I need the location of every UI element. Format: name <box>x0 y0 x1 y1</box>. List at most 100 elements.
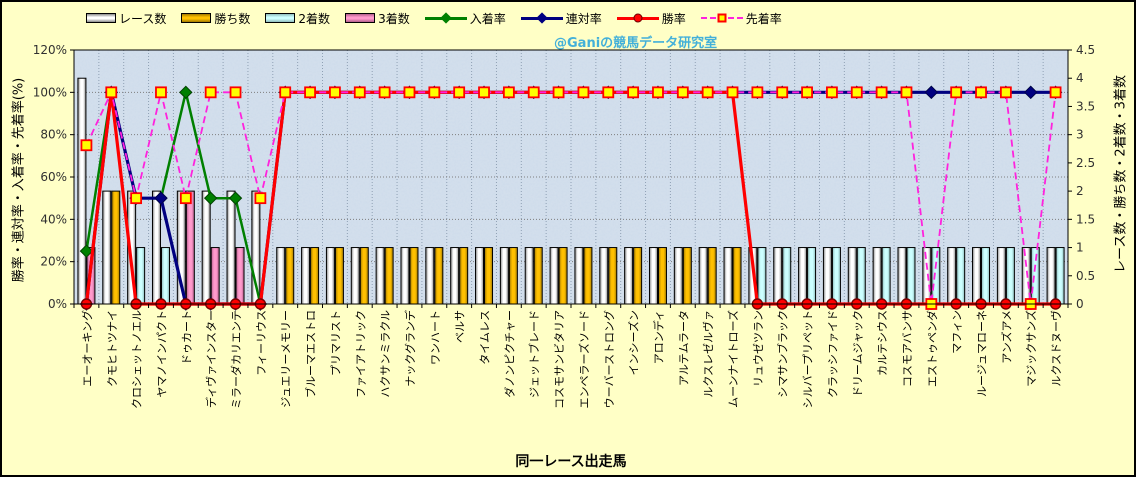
bar-races <box>897 247 907 305</box>
marker-先着率 <box>652 86 664 99</box>
bar-勝ち数 <box>657 247 667 305</box>
bar-races <box>425 247 435 305</box>
marker-先着率 <box>329 86 341 99</box>
marker-先着率 <box>726 86 739 99</box>
right-tick-label: 0 <box>1076 297 1084 311</box>
marker-先着率 <box>155 86 167 99</box>
legend-label: レース数 <box>119 11 167 26</box>
marker-先着率 <box>875 86 888 99</box>
x-axis-label: ハクサンミラクル <box>379 310 392 398</box>
x-axis-label: ムーンナイトローズ <box>726 310 740 408</box>
bar-勝ち数 <box>111 190 121 305</box>
marker-先着率 <box>403 86 416 99</box>
x-axis-label: カルテシウス <box>876 310 889 376</box>
bar-勝ち数 <box>608 247 618 305</box>
x-axis-label: ナックグランデ <box>403 310 417 387</box>
bar-races <box>499 247 509 305</box>
x-axis-label: マジックサンズ <box>1024 310 1038 387</box>
x-axis-label: アロンディ <box>651 310 665 364</box>
legend-label: 入着率 <box>469 11 506 26</box>
bar-races <box>822 247 832 305</box>
legend-item-0: レース数 <box>86 10 166 27</box>
bar-races <box>375 247 385 305</box>
bar-races <box>922 247 932 305</box>
x-axis-label: ディヴァインスター <box>204 310 218 408</box>
bar-勝ち数 <box>310 247 320 305</box>
bar-races <box>1046 247 1056 305</box>
bar-勝ち数 <box>484 247 494 305</box>
bar-勝ち数 <box>732 247 742 305</box>
left-tick-label: 100% <box>33 85 67 99</box>
bar-2着数 <box>757 247 767 305</box>
legend-item-5: 連対率 <box>520 10 602 27</box>
left-tick-label: 40% <box>40 212 67 226</box>
bar-勝ち数 <box>409 247 419 305</box>
bar-races <box>325 247 335 305</box>
marker-先着率 <box>577 86 590 99</box>
marker-連対率 <box>1024 85 1038 100</box>
x-axis-label: クロシェットノエル <box>131 310 144 409</box>
right-tick-label: 2.5 <box>1076 156 1095 170</box>
x-axis-label: ジュエリーメモリー <box>280 310 293 408</box>
marker-先着率 <box>627 86 640 99</box>
x-axis-label: ルージュマローネ <box>976 310 989 397</box>
bar-2着数 <box>1005 247 1015 305</box>
x-axis-label: シマサンブラック <box>776 310 790 398</box>
bar-勝ち数 <box>533 247 543 305</box>
right-tick-label: 4.5 <box>1076 43 1095 57</box>
legend-label: 2着数 <box>298 11 331 26</box>
bar-2着数 <box>160 247 170 305</box>
x-axis-label: インシーズン <box>627 310 641 375</box>
legend-item-6: 勝率 <box>616 10 686 27</box>
x-axis-label: ブルーマエストロ <box>304 310 318 398</box>
bar-2着数 <box>1055 247 1065 305</box>
legend-line-swatch <box>700 12 743 24</box>
bar-races <box>673 247 683 305</box>
marker-先着率 <box>900 86 913 99</box>
marker-先着率 <box>950 86 963 99</box>
bar-races <box>301 247 311 305</box>
legend-item-2: 2着数 <box>265 10 330 27</box>
left-axis-title: 勝率・連対率・入着率・先着率(%) <box>11 77 27 283</box>
x-axis-label: ミラーダカリエンテ <box>229 310 243 409</box>
marker-先着率 <box>527 86 540 99</box>
x-axis-label: アルテムラータ <box>677 310 690 386</box>
marker-先着率 <box>478 86 490 99</box>
x-axis-label: ワンハート <box>429 310 442 365</box>
marker-先着率 <box>502 86 515 99</box>
bar-races <box>872 247 882 305</box>
x-axis-label: ウーバーストロング <box>602 310 616 408</box>
x-axis-label: ドリームジャック <box>851 310 864 397</box>
x-axis-label: クラッシファイド <box>826 310 839 398</box>
marker-先着率 <box>428 86 441 99</box>
marker-先着率 <box>751 86 764 99</box>
bar-races <box>524 247 534 305</box>
left-tick-label: 20% <box>40 255 67 269</box>
left-tick-label: 120% <box>33 43 67 57</box>
diamond-marker-icon <box>440 12 452 24</box>
bar-races <box>574 247 584 305</box>
bar-勝ち数 <box>384 247 394 305</box>
marker-先着率 <box>80 139 93 152</box>
x-axis-label: エストゥペンダ <box>925 310 939 387</box>
bar-勝ち数 <box>359 247 369 305</box>
bar-2着数 <box>136 247 146 305</box>
marker-先着率 <box>105 86 118 99</box>
bar-勝ち数 <box>707 247 717 305</box>
bar-races <box>276 247 286 305</box>
bar-3着数 <box>235 247 245 305</box>
bar-races <box>947 247 957 305</box>
legend-label: 連対率 <box>565 11 602 26</box>
right-tick-label: 3 <box>1076 128 1084 142</box>
right-axis-title: レース数・勝ち数・2着数・3着数 <box>1113 75 1129 273</box>
marker-入着率 <box>228 191 243 205</box>
bar-2着数 <box>906 247 916 305</box>
legend-bar-swatch <box>86 13 116 23</box>
marker-先着率 <box>776 86 789 99</box>
marker-先着率 <box>279 86 292 99</box>
right-tick-label: 2 <box>1076 184 1084 198</box>
bar-勝ち数 <box>508 247 518 305</box>
x-axis-label: リュウゼツラン <box>752 310 765 387</box>
bar-2着数 <box>807 247 817 305</box>
marker-先着率 <box>254 192 267 205</box>
